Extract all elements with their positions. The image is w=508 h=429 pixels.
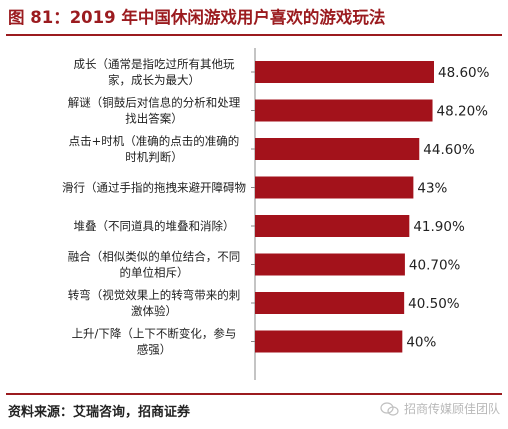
- value-label-1: 48.20%: [437, 104, 489, 120]
- source-divider: [6, 393, 502, 395]
- watermark: 招商传媒顾佳团队: [380, 400, 500, 417]
- category-label-2: 点击+时机（准确的点击的准确的时机判断）: [69, 134, 240, 164]
- category-label-0: 成长（通常是指吃过所有其他玩家，成长为最大）: [74, 57, 235, 87]
- value-label-3: 43%: [417, 181, 447, 197]
- category-label-line: 上升/下降（上下不断变化，参与: [72, 327, 237, 341]
- category-label-line: 的单位相斥）: [120, 266, 189, 280]
- title-divider: [6, 34, 502, 36]
- category-label-line: 激体验）: [131, 304, 177, 318]
- category-label-line: 点击+时机（准确的点击的准确的: [69, 134, 240, 148]
- category-label-3: 滑行（通过手指的拖拽来避开障碍物: [62, 181, 246, 195]
- category-label-4: 堆叠（不同道具的堆叠和消除）: [74, 219, 235, 233]
- category-label-line: 转弯（视觉效果上的转弯带来的刺: [68, 288, 241, 302]
- category-label-line: 感强）: [137, 343, 172, 357]
- category-label-line: 找出答案）: [125, 112, 183, 126]
- category-label-line: 时机判断）: [125, 150, 183, 164]
- value-label-4: 41.90%: [413, 219, 465, 235]
- category-label-line: 滑行（通过手指的拖拽来避开障碍物: [62, 181, 246, 195]
- wechat-icon: [380, 401, 399, 416]
- category-label-line: 解谜（铜鼓后对信息的分析和处理: [68, 96, 241, 110]
- chart-title: 图 81：2019 年中国休闲游戏用户喜欢的游戏玩法: [8, 8, 386, 27]
- bar-5: [255, 253, 405, 276]
- value-label-5: 40.70%: [409, 258, 461, 274]
- bar-1: [255, 99, 433, 122]
- category-label-line: 融合（相似类似的单位结合，不同: [68, 250, 241, 264]
- category-label-line: 成长（通常是指吃过所有其他玩: [74, 57, 235, 71]
- bar-4: [255, 215, 410, 237]
- bar-2: [255, 138, 420, 160]
- source-note: 资料来源：艾瑞咨询，招商证券: [8, 405, 191, 420]
- bar-7: [255, 330, 403, 353]
- category-label-line: 家，成长为最大）: [108, 73, 200, 87]
- bar-6: [255, 292, 405, 314]
- category-label-line: 堆叠（不同道具的堆叠和消除）: [74, 219, 235, 233]
- bar-3: [255, 176, 414, 199]
- bar-0: [255, 61, 434, 83]
- category-label-6: 转弯（视觉效果上的转弯带来的刺激体验）: [68, 288, 241, 318]
- value-label-7: 40%: [406, 335, 436, 351]
- category-label-7: 上升/下降（上下不断变化，参与感强）: [72, 327, 237, 357]
- value-label-2: 44.60%: [423, 142, 475, 158]
- value-label-0: 48.60%: [438, 65, 490, 81]
- watermark-text: 招商传媒顾佳团队: [403, 402, 500, 416]
- category-label-5: 融合（相似类似的单位结合，不同的单位相斥）: [68, 250, 241, 280]
- category-label-1: 解谜（铜鼓后对信息的分析和处理找出答案）: [68, 96, 241, 126]
- value-label-6: 40.50%: [408, 296, 460, 312]
